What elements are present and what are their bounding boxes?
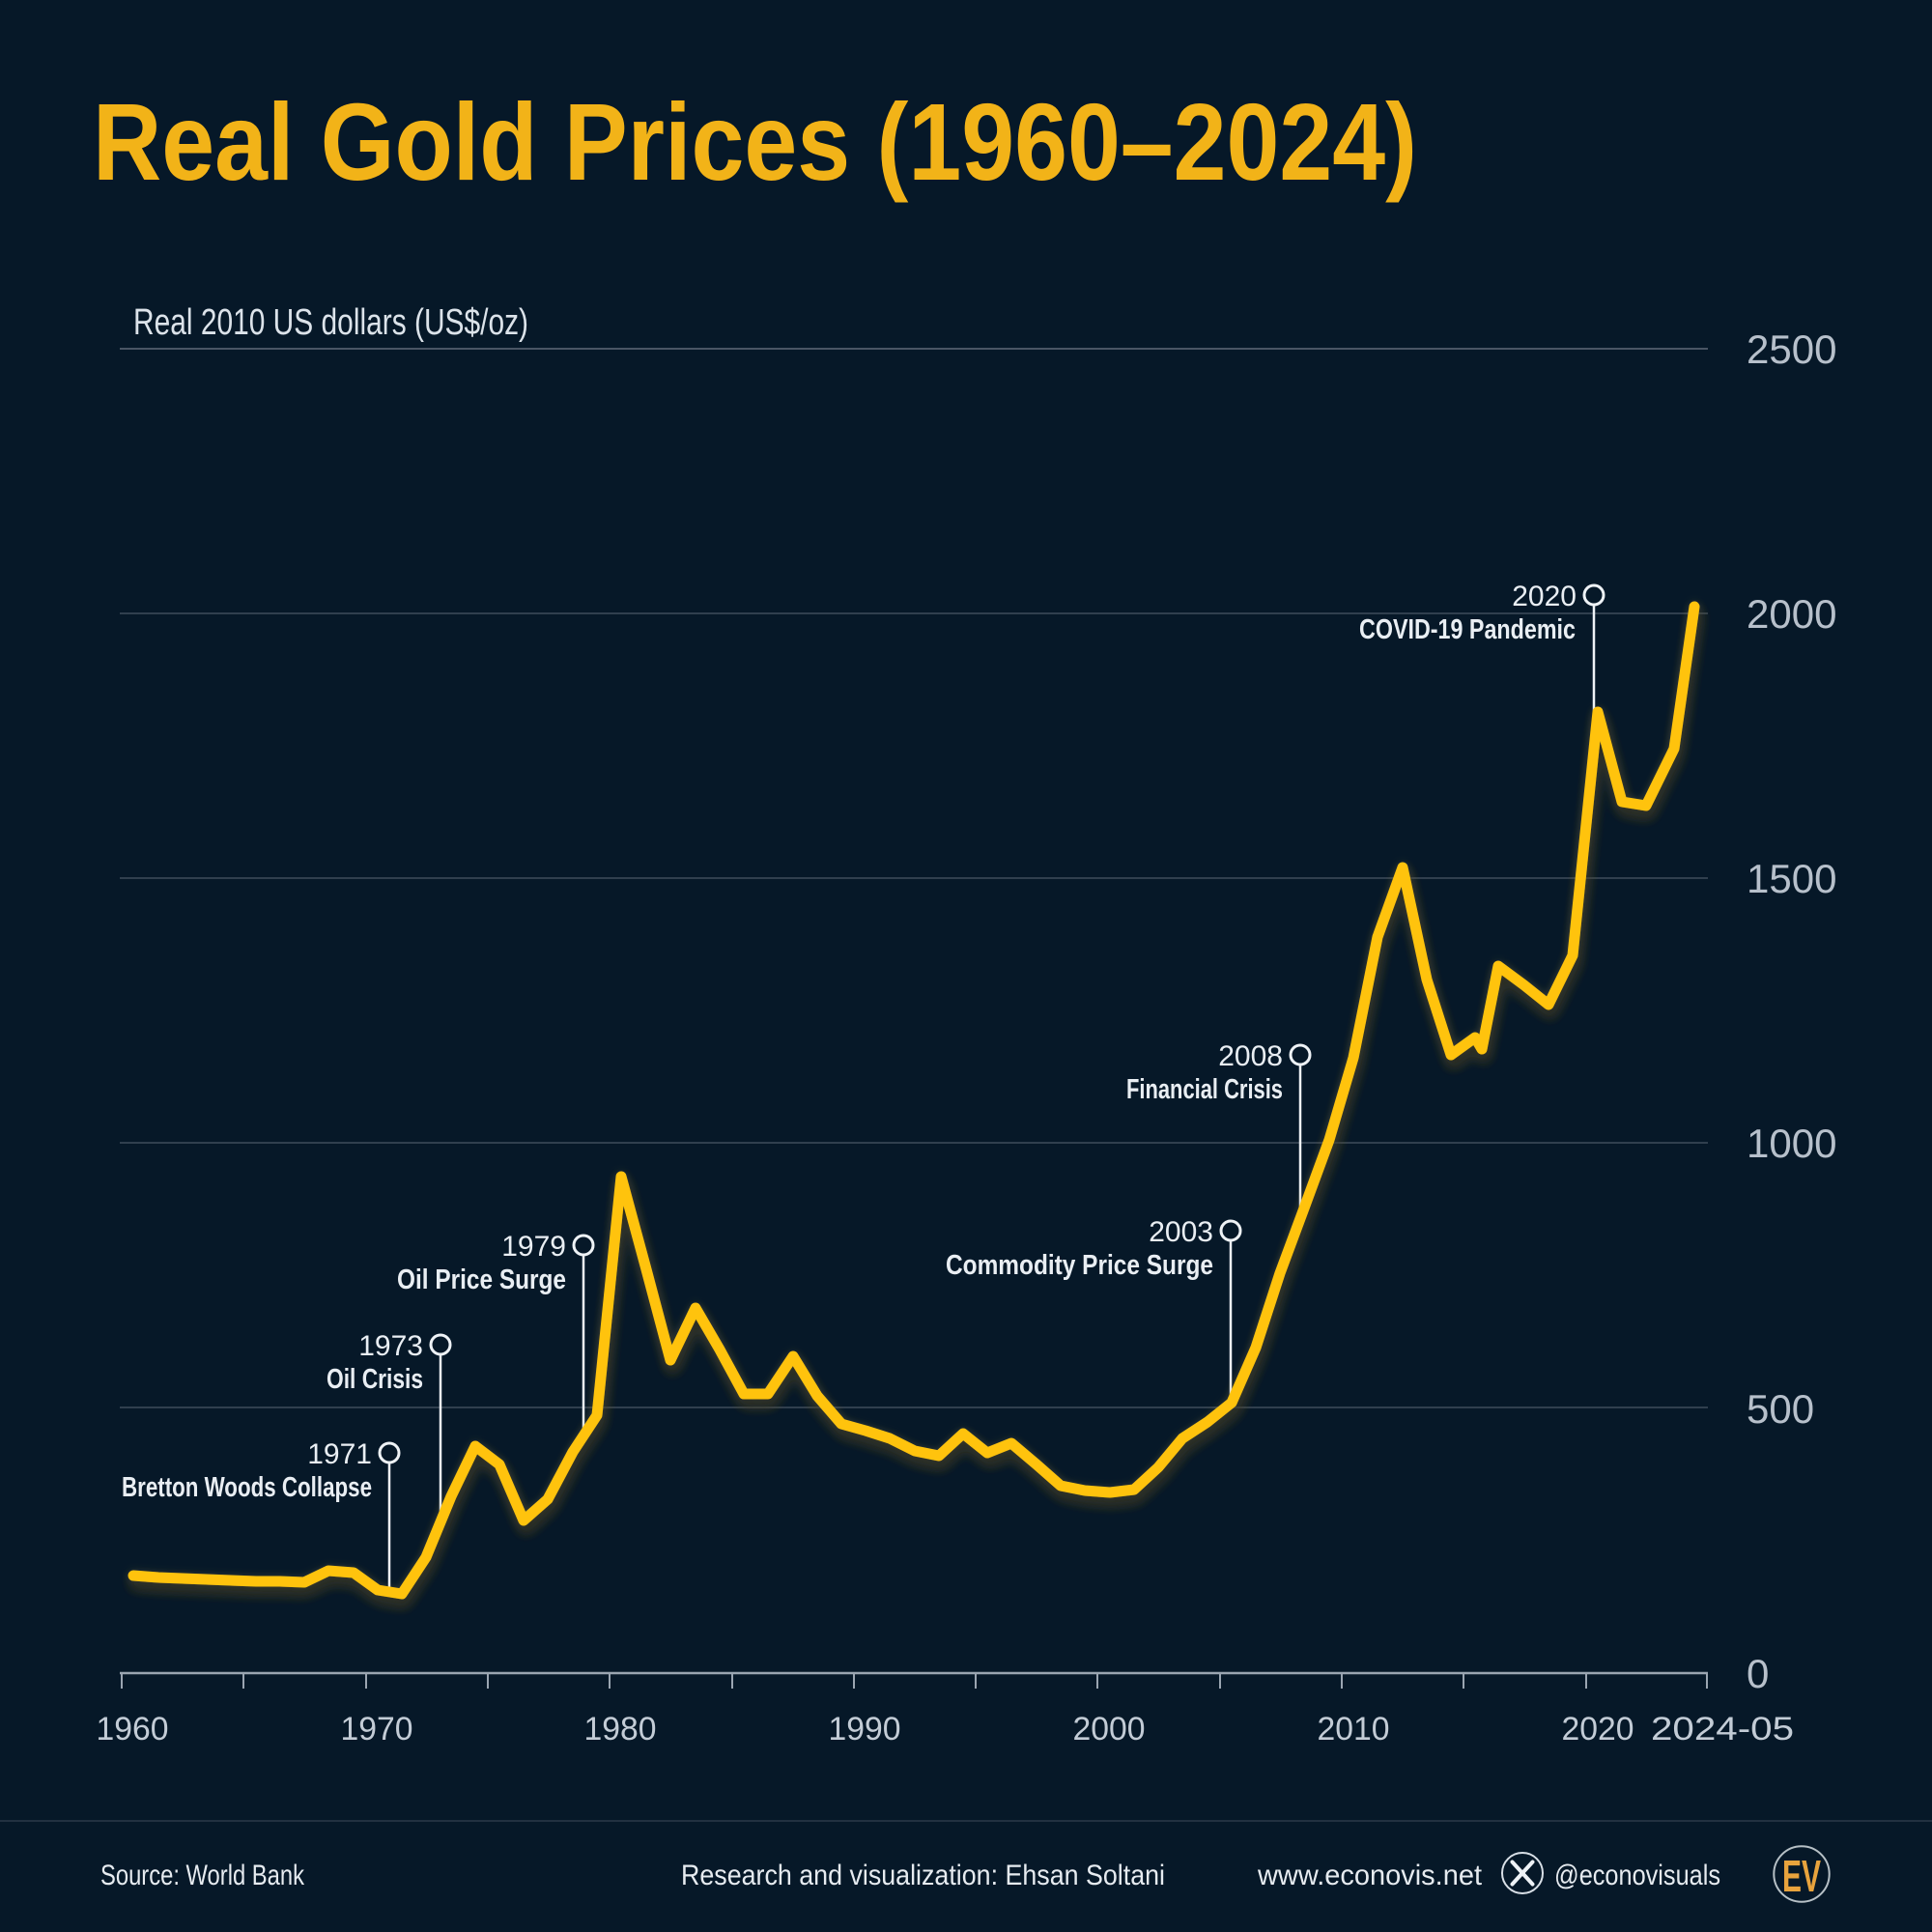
svg-text:Oil Price Surge: Oil Price Surge <box>397 1264 566 1295</box>
svg-text:2020: 2020 <box>1562 1711 1634 1747</box>
svg-text:1980: 1980 <box>584 1711 657 1747</box>
svg-text:EV: EV <box>1782 1851 1821 1901</box>
svg-text:0: 0 <box>1747 1651 1769 1696</box>
svg-text:Bretton Woods Collapse: Bretton Woods Collapse <box>122 1472 372 1503</box>
svg-text:2010: 2010 <box>1318 1711 1390 1747</box>
svg-text:2000: 2000 <box>1747 591 1836 637</box>
svg-text:www.econovis.net: www.econovis.net <box>1257 1860 1483 1891</box>
svg-text:2003: 2003 <box>1149 1216 1213 1248</box>
svg-text:Oil Crisis: Oil Crisis <box>327 1364 423 1395</box>
svg-text:Real Gold Prices (1960–2024): Real Gold Prices (1960–2024) <box>93 81 1417 203</box>
svg-text:1979: 1979 <box>501 1231 566 1263</box>
svg-text:2008: 2008 <box>1218 1040 1283 1072</box>
svg-text:Financial Crisis: Financial Crisis <box>1126 1074 1283 1105</box>
svg-text:1960: 1960 <box>97 1711 169 1747</box>
svg-text:Commodity Price Surge: Commodity Price Surge <box>946 1250 1213 1281</box>
svg-text:1990: 1990 <box>829 1711 901 1747</box>
svg-text:1500: 1500 <box>1747 856 1836 901</box>
svg-text:Real 2010 US dollars (US$/oz): Real 2010 US dollars (US$/oz) <box>133 302 528 343</box>
svg-text:COVID-19 Pandemic: COVID-19 Pandemic <box>1359 614 1576 645</box>
svg-text:1971: 1971 <box>307 1438 372 1470</box>
svg-text:Source: World Bank: Source: World Bank <box>100 1860 305 1891</box>
svg-text:2000: 2000 <box>1073 1711 1146 1747</box>
svg-text:2020: 2020 <box>1512 581 1577 612</box>
svg-text:1973: 1973 <box>358 1330 423 1362</box>
svg-text:2024-05: 2024-05 <box>1651 1711 1794 1747</box>
svg-text:500: 500 <box>1747 1386 1814 1432</box>
svg-text:1000: 1000 <box>1747 1121 1836 1166</box>
svg-text:2500: 2500 <box>1747 327 1836 372</box>
svg-text:1970: 1970 <box>341 1711 413 1747</box>
svg-text:Research and visualization: Eh: Research and visualization: Ehsan Soltan… <box>681 1860 1165 1891</box>
svg-text:@econovisuals: @econovisuals <box>1554 1860 1720 1891</box>
